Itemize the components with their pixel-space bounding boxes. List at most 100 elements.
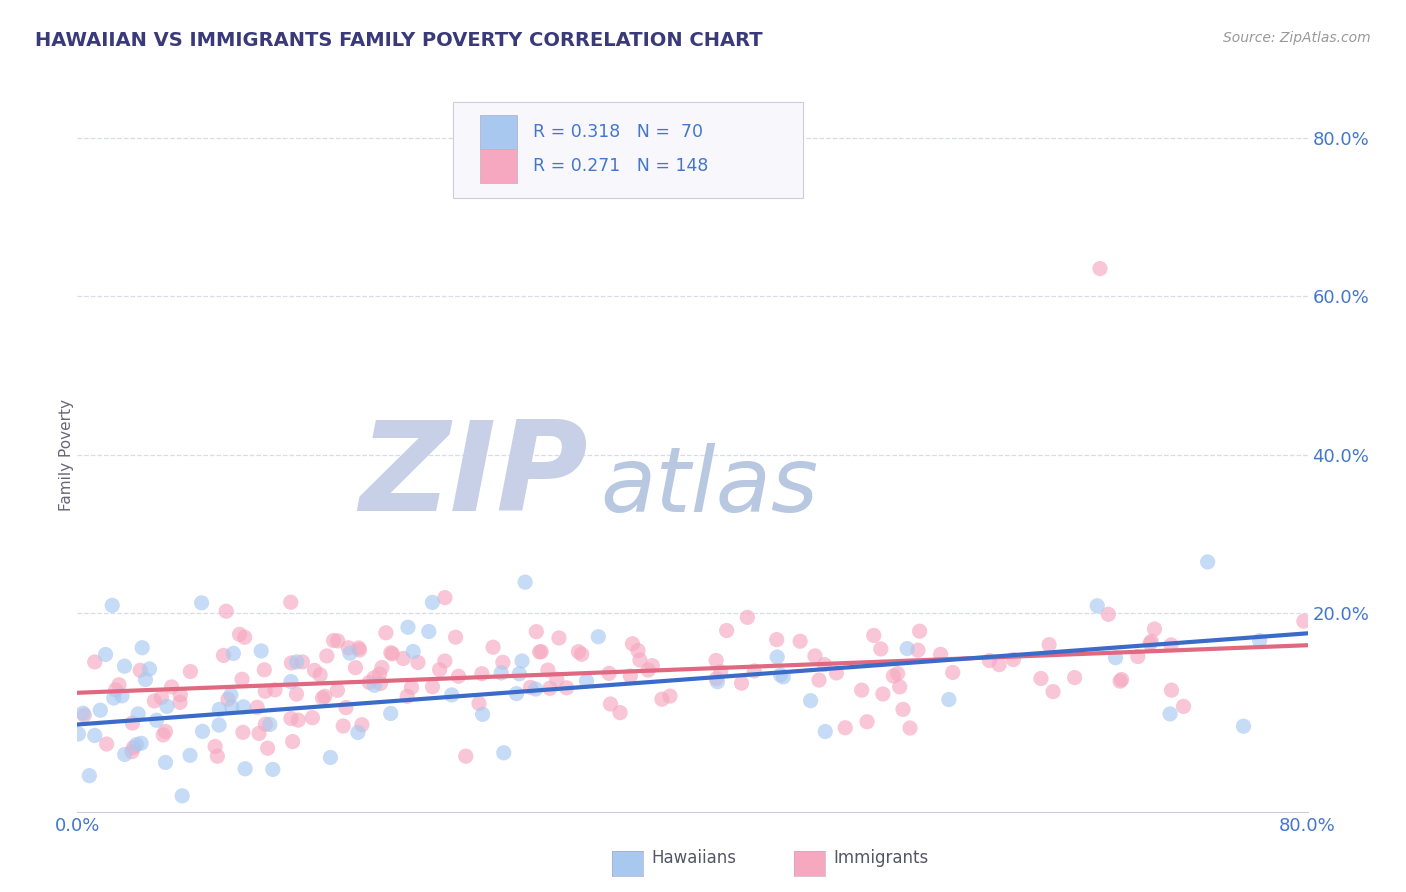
Point <box>598 666 620 681</box>
Point <box>156 699 179 714</box>
Point <box>337 640 360 655</box>
Point <box>152 728 174 742</box>
Point <box>418 624 440 639</box>
Point <box>772 670 794 684</box>
Point <box>447 669 470 683</box>
Point <box>309 668 332 682</box>
Point <box>429 663 451 677</box>
Point <box>1111 673 1133 687</box>
Point <box>627 643 650 657</box>
Point <box>254 717 277 731</box>
Point <box>246 700 269 714</box>
Text: ZIP: ZIP <box>359 416 588 537</box>
Point <box>515 575 537 590</box>
Point <box>814 724 837 739</box>
Point <box>886 666 908 681</box>
Point <box>108 678 131 692</box>
Point <box>433 654 456 668</box>
Text: Hawaiians: Hawaiians <box>651 849 735 867</box>
Point <box>737 610 759 624</box>
Point <box>285 655 308 669</box>
Point <box>287 713 309 727</box>
Point <box>716 624 738 638</box>
Point <box>538 681 561 696</box>
Point <box>575 673 598 688</box>
Point <box>1042 684 1064 698</box>
Text: HAWAIIAN VS IMMIGRANTS FAMILY POVERTY CORRELATION CHART: HAWAIIAN VS IMMIGRANTS FAMILY POVERTY CO… <box>35 31 763 50</box>
Point <box>256 741 278 756</box>
Point <box>1104 650 1126 665</box>
Point <box>567 645 589 659</box>
Point <box>233 762 256 776</box>
Point <box>359 675 381 690</box>
Point <box>319 750 342 764</box>
Point <box>869 642 891 657</box>
Point <box>510 654 533 668</box>
Point <box>231 673 253 687</box>
Point <box>381 647 404 661</box>
Point <box>208 718 231 732</box>
Point <box>834 721 856 735</box>
Point <box>83 655 105 669</box>
Point <box>1109 674 1132 689</box>
Point <box>222 647 245 661</box>
Point <box>169 695 191 709</box>
Point <box>406 656 429 670</box>
Point <box>710 665 733 679</box>
Point <box>609 706 631 720</box>
Point <box>519 681 541 695</box>
Point <box>155 756 177 770</box>
Point <box>979 654 1001 668</box>
Point <box>280 595 302 609</box>
Point <box>422 595 444 609</box>
Point <box>94 648 117 662</box>
Point <box>813 657 835 672</box>
Point <box>96 737 118 751</box>
Point <box>335 700 357 714</box>
Point <box>492 746 515 760</box>
Point <box>169 688 191 702</box>
Point <box>800 694 823 708</box>
Point <box>492 656 515 670</box>
Point <box>301 711 323 725</box>
Point <box>114 747 136 762</box>
Bar <box>479 115 516 150</box>
Point <box>396 690 419 704</box>
Point <box>212 648 235 663</box>
Point <box>619 669 641 683</box>
Point <box>304 664 326 678</box>
Point <box>314 690 336 704</box>
Point <box>1159 706 1181 721</box>
Text: R = 0.271   N = 148: R = 0.271 N = 148 <box>533 157 707 175</box>
Point <box>651 692 673 706</box>
Point <box>1139 636 1161 650</box>
Point <box>889 680 911 694</box>
Point <box>179 665 201 679</box>
Point <box>938 692 960 706</box>
Point <box>588 630 610 644</box>
Point <box>898 721 921 735</box>
Point <box>101 599 124 613</box>
Y-axis label: Family Poverty: Family Poverty <box>59 399 73 511</box>
Point <box>363 678 385 692</box>
Point <box>129 736 152 750</box>
Point <box>825 665 848 680</box>
Point <box>191 724 214 739</box>
Point <box>468 697 491 711</box>
Point <box>1002 652 1025 666</box>
Point <box>122 740 145 755</box>
Point <box>1063 671 1085 685</box>
Point <box>392 651 415 665</box>
Point <box>789 634 811 648</box>
Point <box>706 674 728 689</box>
Point <box>1249 633 1271 648</box>
Point <box>422 680 444 694</box>
Text: atlas: atlas <box>600 443 818 531</box>
Point <box>929 648 952 662</box>
Point <box>370 676 392 690</box>
Point <box>371 660 394 674</box>
Point <box>1038 638 1060 652</box>
Point <box>190 596 212 610</box>
Point <box>347 640 370 655</box>
Point <box>326 633 349 648</box>
